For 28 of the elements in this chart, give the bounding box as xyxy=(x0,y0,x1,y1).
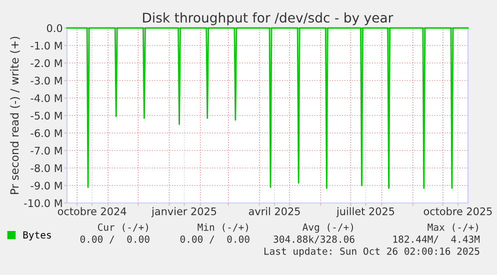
y-tick-label: -4.0 M xyxy=(30,94,62,102)
text: Avg (-/+) xyxy=(302,223,353,233)
y-tick-label: -10.0 M xyxy=(24,199,62,208)
x-tick-label: janvier 2025 xyxy=(151,207,216,218)
y-tick-label: -1.0 M xyxy=(30,42,62,50)
y-tick-label: -3.0 M xyxy=(30,76,62,85)
x-tick-label: octobre 2025 xyxy=(424,207,492,216)
x-tick-label: octobre 2024 xyxy=(58,207,126,216)
y-tick-label: -5.0 M xyxy=(30,112,62,120)
y-axis-title: Pr second read (-) / write (+) xyxy=(10,36,20,194)
legend-label: Bytes xyxy=(23,231,51,240)
y-tick-label: -8.0 M xyxy=(30,164,62,172)
x-tick-label: avril 2025 xyxy=(248,207,300,216)
text: 304.88k/328.06 xyxy=(274,235,354,244)
x-tick-label: juillet 2025 xyxy=(336,207,394,218)
y-tick-label: -7.0 M xyxy=(30,146,62,155)
text: Last update: Sun Oct 26 02:00:16 2025 xyxy=(264,247,480,257)
y-tick-label: -9.0 M xyxy=(30,182,62,190)
text: Max (-/+) xyxy=(428,223,478,232)
text: 182.44M/ 4.43M xyxy=(393,235,480,244)
y-tick-label: 0.0 xyxy=(46,24,62,32)
text: 0.00 / 0.00 xyxy=(80,235,150,244)
chart-title: Disk throughput for /dev/sdc - by year xyxy=(143,12,394,26)
y-tick-label: -6.0 M xyxy=(30,129,62,138)
text: Min (-/+) xyxy=(198,223,248,232)
y-tick-label: -2.0 M xyxy=(30,59,62,68)
text: Cur (-/+) xyxy=(98,223,148,232)
text: 0.00 / 0.00 xyxy=(180,235,250,244)
